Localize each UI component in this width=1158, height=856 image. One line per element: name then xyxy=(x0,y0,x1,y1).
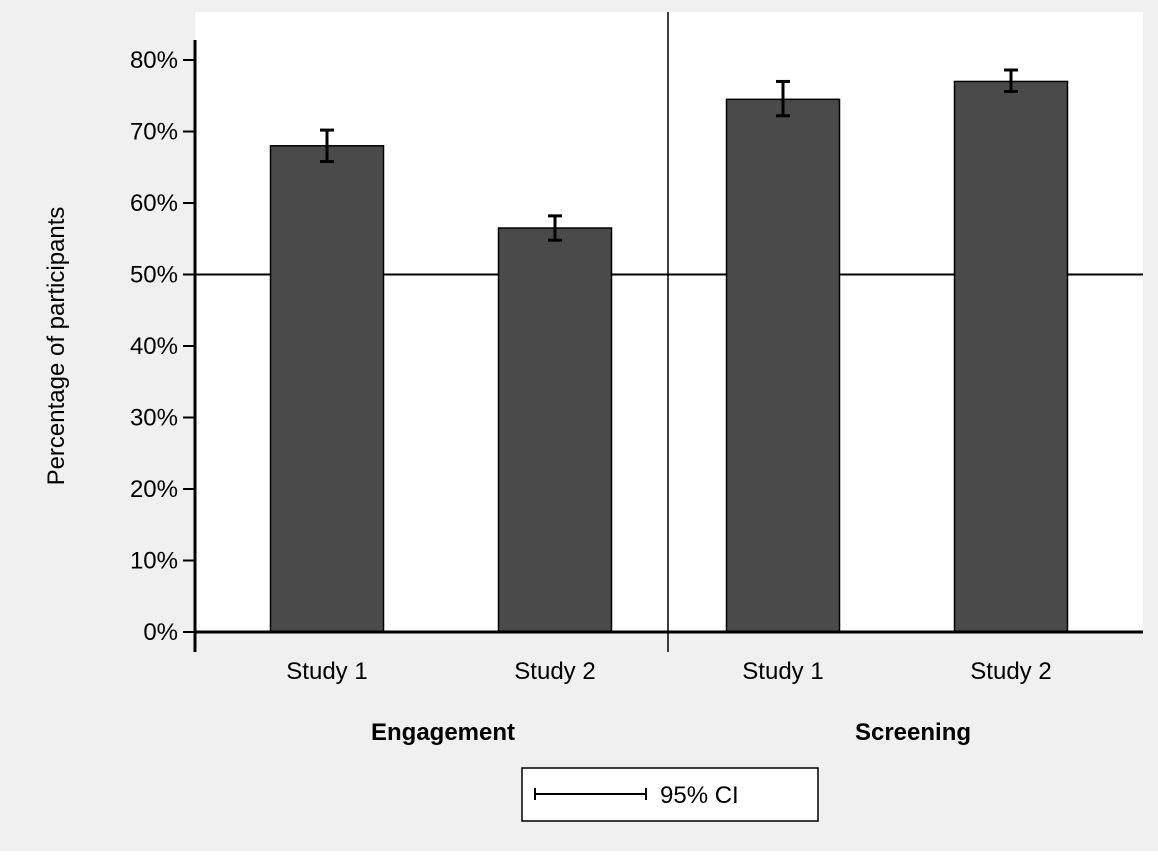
bar-engagement-study-2 xyxy=(497,227,613,633)
group-label: Engagement xyxy=(371,719,515,746)
x-tick-label: Study 2 xyxy=(970,658,1051,685)
y-tick-label: 70% xyxy=(130,119,178,146)
error-bar xyxy=(1004,68,1018,93)
error-bar xyxy=(776,79,790,118)
y-tick-label: 0% xyxy=(143,619,178,646)
x-tick-label: Study 1 xyxy=(742,658,823,685)
y-tick-label: 80% xyxy=(130,47,178,74)
bar-screening-study-2 xyxy=(953,80,1069,633)
y-tick-label: 60% xyxy=(130,190,178,217)
bar-engagement-study-1 xyxy=(269,145,385,633)
bar-screening-study-1 xyxy=(725,98,841,633)
x-tick-label: Study 1 xyxy=(286,658,367,685)
group-label: Screening xyxy=(855,719,971,746)
y-tick-label: 50% xyxy=(130,262,178,289)
legend: 95% CI xyxy=(521,767,819,822)
y-tick-label: 40% xyxy=(130,333,178,360)
x-tick-label: Study 2 xyxy=(514,658,595,685)
error-bar xyxy=(548,214,562,242)
error-bar xyxy=(320,128,334,164)
y-tick-label: 30% xyxy=(130,405,178,432)
legend-label: 95% CI xyxy=(660,782,739,809)
y-tick-label: 20% xyxy=(130,476,178,503)
y-tick-label: 10% xyxy=(130,548,178,575)
y-axis-label: Percentage of participants xyxy=(43,207,70,486)
